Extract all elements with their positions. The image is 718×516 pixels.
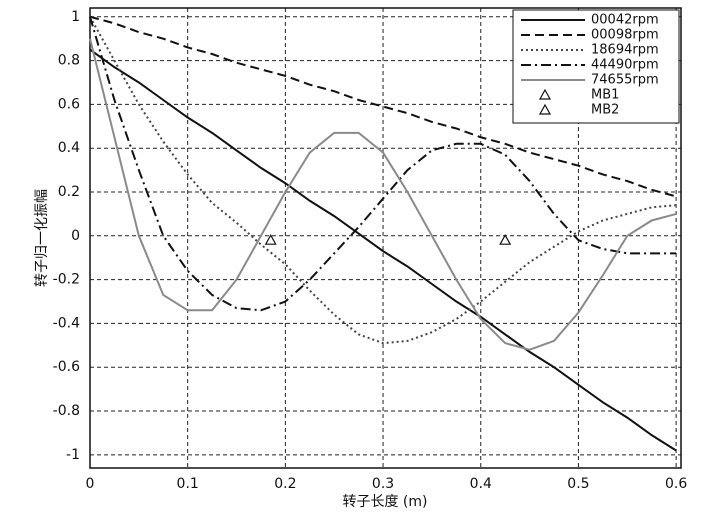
series-line xyxy=(89,48,677,452)
series-line xyxy=(89,15,677,198)
y-axis-label: 转子归一化振幅 xyxy=(33,189,50,287)
legend-label: 18694rpm xyxy=(591,43,659,58)
y-tick-label: -0.4 xyxy=(53,315,80,331)
legend: 00042rpm00098rpm18694rpm44490rpm74655rpm… xyxy=(512,9,680,124)
y-tick-label: -1 xyxy=(66,447,80,463)
legend-label: 74655rpm xyxy=(591,73,659,88)
legend-label: MB2 xyxy=(591,103,619,118)
y-tick-label: 0.8 xyxy=(58,53,80,69)
legend-label: 00098rpm xyxy=(591,28,659,43)
y-tick-label: -0.6 xyxy=(53,359,80,375)
series-line xyxy=(89,16,677,345)
y-tick-label: -0.2 xyxy=(53,272,80,288)
legend-label: 00042rpm xyxy=(591,13,659,28)
legend-label: MB1 xyxy=(591,88,619,103)
series-line xyxy=(89,38,677,351)
y-tick-label: -0.8 xyxy=(53,403,80,419)
x-tick-label: 0 xyxy=(86,476,95,492)
y-tick-label: 0.4 xyxy=(58,140,80,156)
marker xyxy=(264,233,277,245)
x-tick-label: 0.3 xyxy=(372,476,394,492)
x-axis-label: 转子长度 (m) xyxy=(342,494,427,510)
y-tick-label: 0.2 xyxy=(58,184,80,200)
y-tick-label: 1 xyxy=(71,9,80,25)
x-tick-label: 0.2 xyxy=(274,476,296,492)
plot-frame xyxy=(89,7,682,469)
y-tick-label: 0 xyxy=(71,228,80,244)
legend-box xyxy=(512,9,680,124)
x-tick-label: 0.6 xyxy=(665,476,687,492)
x-tick-label: 0.1 xyxy=(177,476,199,492)
legend-marker xyxy=(538,103,552,115)
y-tick-label: 0.6 xyxy=(58,96,80,112)
legend-label: 44490rpm xyxy=(591,58,659,73)
x-tick-label: 0.4 xyxy=(470,476,492,492)
legend-marker xyxy=(538,88,552,100)
x-tick-label: 0.5 xyxy=(567,476,589,492)
series-line xyxy=(89,16,677,312)
marker xyxy=(499,233,512,245)
